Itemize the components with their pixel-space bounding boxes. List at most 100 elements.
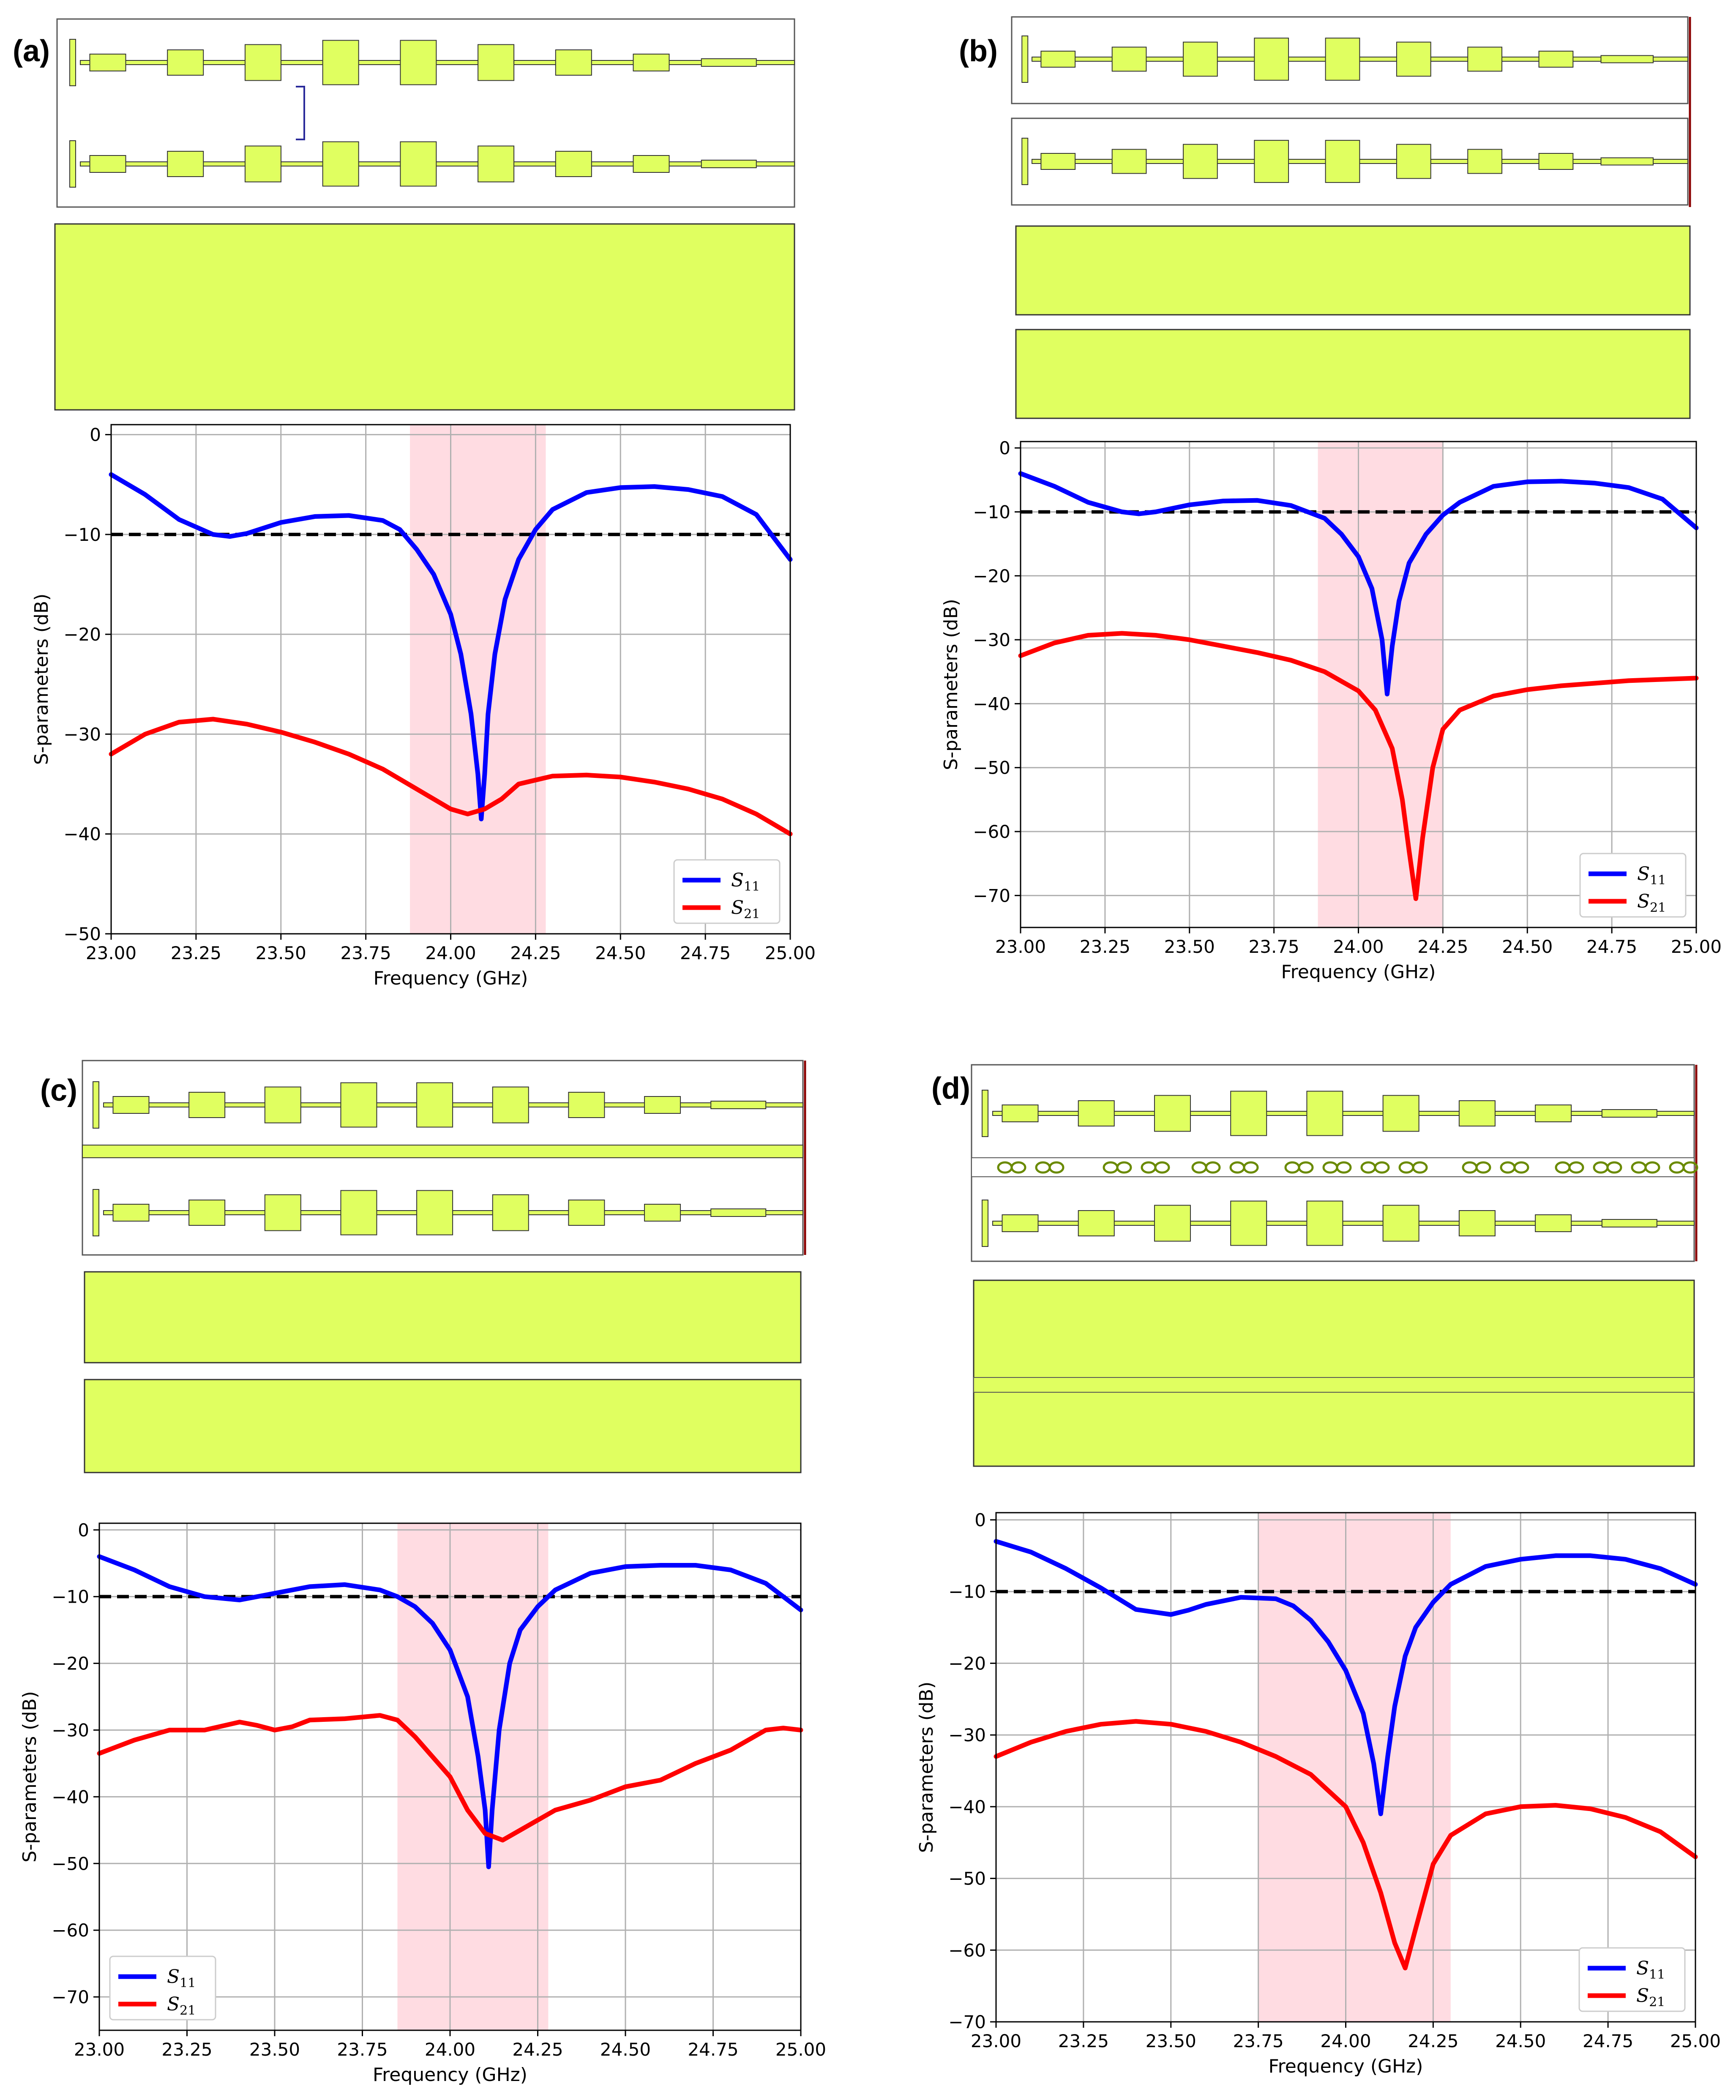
patch-element xyxy=(644,1096,681,1114)
patch-element xyxy=(1535,1105,1572,1122)
patch-element xyxy=(1111,46,1147,72)
y-tick-label: −50 xyxy=(52,1853,89,1874)
series-line-s11 xyxy=(97,1554,803,1869)
y-tick-label: −40 xyxy=(52,1786,89,1807)
feed-line xyxy=(80,60,795,65)
x-tick-label: 23.50 xyxy=(256,943,306,963)
spacing-marker xyxy=(296,86,305,140)
panel-label: (d) xyxy=(931,1072,970,1105)
ring-resonator xyxy=(1374,1161,1390,1174)
x-tick-label: 24.50 xyxy=(1502,936,1553,957)
ground-slot xyxy=(973,1377,1695,1393)
y-tick-label: −30 xyxy=(948,1725,986,1745)
port xyxy=(69,39,76,86)
patch-element xyxy=(322,40,359,85)
patch-array xyxy=(69,140,795,188)
ring-resonator xyxy=(1048,1161,1065,1174)
x-tick-label: 24.25 xyxy=(510,943,561,963)
y-tick-label: −20 xyxy=(63,624,101,645)
patch-element xyxy=(1078,1100,1115,1126)
port xyxy=(93,1081,99,1129)
y-tick-label: −20 xyxy=(52,1653,89,1674)
ground-plane xyxy=(1015,329,1691,419)
patch-array xyxy=(1021,138,1688,185)
x-tick-label: 23.50 xyxy=(1146,2031,1196,2051)
patch-element xyxy=(1002,1105,1039,1122)
series-line-s21 xyxy=(109,717,793,837)
x-tick-label: 23.75 xyxy=(337,2039,388,2060)
y-tick-label: −40 xyxy=(973,693,1010,714)
patch-array xyxy=(93,1189,803,1236)
feed-line xyxy=(992,1221,1695,1226)
ring-resonator xyxy=(1568,1161,1584,1174)
y-tick-label: −60 xyxy=(52,1920,89,1941)
s-parameter-chart: 23.00 23.25 23.50 23.75 24.00 24.25 24.50 24.75… xyxy=(940,438,1722,983)
antenna-layout xyxy=(971,1064,1698,1467)
y-tick-label: −60 xyxy=(948,1940,986,1961)
x-axis-label: Frequency (GHz) xyxy=(374,968,528,989)
ground-plane xyxy=(973,1279,1695,1467)
ring-resonator xyxy=(1205,1161,1221,1174)
y-tick-label: −70 xyxy=(948,2012,986,2032)
y-axis-label: S-parameters (dB) xyxy=(916,1682,937,1853)
y-tick-label: −30 xyxy=(52,1720,89,1740)
x-tick-label: 23.75 xyxy=(1249,936,1299,957)
y-tick-label: −30 xyxy=(973,630,1010,650)
s-parameter-chart: 23.00 23.25 23.50 23.75 24.00 24.25 24.50 24.75… xyxy=(31,424,816,989)
port xyxy=(982,1090,988,1137)
panel-label: (a) xyxy=(13,34,50,68)
y-tick-label: 0 xyxy=(999,438,1010,458)
series-line-s21 xyxy=(97,1713,803,1843)
patch-element xyxy=(478,145,515,183)
feed-line xyxy=(103,1210,803,1215)
y-tick-label: −10 xyxy=(948,1582,986,1602)
patch-element xyxy=(1230,1200,1267,1246)
x-tick-label: 24.75 xyxy=(680,943,731,963)
patch-element xyxy=(244,145,281,183)
patch-element xyxy=(1325,140,1360,183)
y-tick-label: −40 xyxy=(948,1797,986,1817)
patch-element xyxy=(1230,1091,1267,1136)
y-tick-label: 0 xyxy=(90,425,101,445)
patch-element xyxy=(112,1096,150,1114)
patch-element xyxy=(1382,1095,1419,1132)
patch-element xyxy=(555,49,592,76)
x-tick-label: 24.50 xyxy=(600,2039,651,2060)
ground-plane xyxy=(84,1379,802,1473)
x-tick-label: 23.00 xyxy=(971,2031,1021,2051)
x-axis-label: Frequency (GHz) xyxy=(373,2064,527,2086)
port xyxy=(69,140,76,188)
port xyxy=(982,1200,988,1247)
ring-resonator xyxy=(1513,1161,1529,1174)
x-tick-label: 24.75 xyxy=(688,2039,738,2060)
patch-element xyxy=(1538,51,1574,68)
x-tick-label: 23.00 xyxy=(74,2039,125,2060)
y-tick-label: −70 xyxy=(973,885,1010,906)
feed-line xyxy=(992,1111,1695,1116)
patch-element xyxy=(1538,153,1574,170)
patch-element xyxy=(701,160,757,168)
patch-element xyxy=(555,151,592,177)
operating-band xyxy=(1318,442,1443,927)
y-tick-label: −30 xyxy=(63,724,101,745)
patch-element xyxy=(1396,41,1431,77)
ring-resonator xyxy=(1116,1161,1132,1174)
patch-element xyxy=(1154,1095,1191,1132)
ring-resonator xyxy=(1412,1161,1428,1174)
series-line-s11 xyxy=(109,472,793,821)
patch-element xyxy=(1467,46,1503,72)
operating-band xyxy=(410,425,546,934)
patch-element xyxy=(1183,41,1218,77)
feed-line xyxy=(80,161,795,166)
patch-element xyxy=(264,1086,301,1124)
patch-element xyxy=(1382,1205,1419,1242)
x-tick-label: 25.00 xyxy=(1671,936,1722,957)
patch-element xyxy=(1306,1091,1343,1136)
x-tick-label: 24.25 xyxy=(1417,936,1468,957)
patch-element xyxy=(188,1200,226,1226)
patch-element xyxy=(1040,51,1076,68)
patch-array xyxy=(93,1081,803,1129)
patch-element xyxy=(701,58,757,67)
